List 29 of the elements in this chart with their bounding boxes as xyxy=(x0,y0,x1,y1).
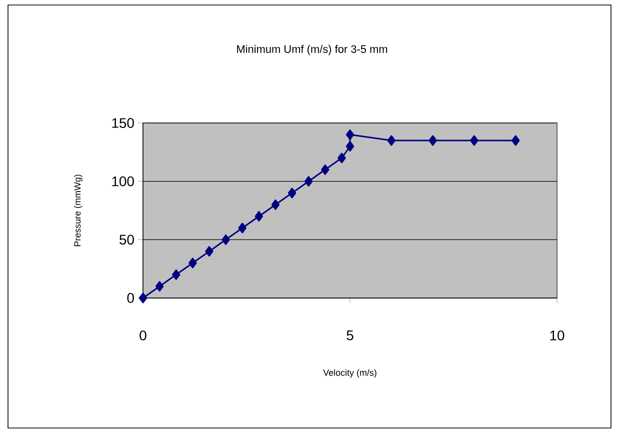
point xyxy=(338,152,346,164)
x-tick-label: 10 xyxy=(550,330,564,340)
point xyxy=(155,281,164,292)
point xyxy=(138,292,148,304)
point xyxy=(205,246,214,257)
point xyxy=(387,135,396,146)
y-tick-label: 100 xyxy=(112,176,134,186)
y-tick-label: 150 xyxy=(112,118,134,128)
point xyxy=(428,135,437,146)
point xyxy=(511,135,520,146)
point xyxy=(172,269,180,280)
x-tick-label: 5 xyxy=(346,330,354,340)
point xyxy=(188,258,197,268)
point xyxy=(346,141,354,152)
point xyxy=(254,211,264,222)
y-tick-label: 0 xyxy=(127,293,134,303)
x-axis-title: Velocity (m/s) xyxy=(323,369,376,378)
y-axis-title: Pressure (mmWg) xyxy=(74,174,82,246)
point xyxy=(321,164,330,175)
chart-title: Minimum Umf (m/s) for 3-5 mm xyxy=(237,44,388,56)
point xyxy=(271,199,280,210)
point xyxy=(238,222,246,234)
point xyxy=(222,234,230,245)
point xyxy=(288,188,296,198)
point xyxy=(470,135,478,146)
point xyxy=(304,176,313,187)
y-tick-label: 50 xyxy=(120,234,134,245)
point xyxy=(346,129,354,140)
x-tick-label: 0 xyxy=(140,330,146,340)
